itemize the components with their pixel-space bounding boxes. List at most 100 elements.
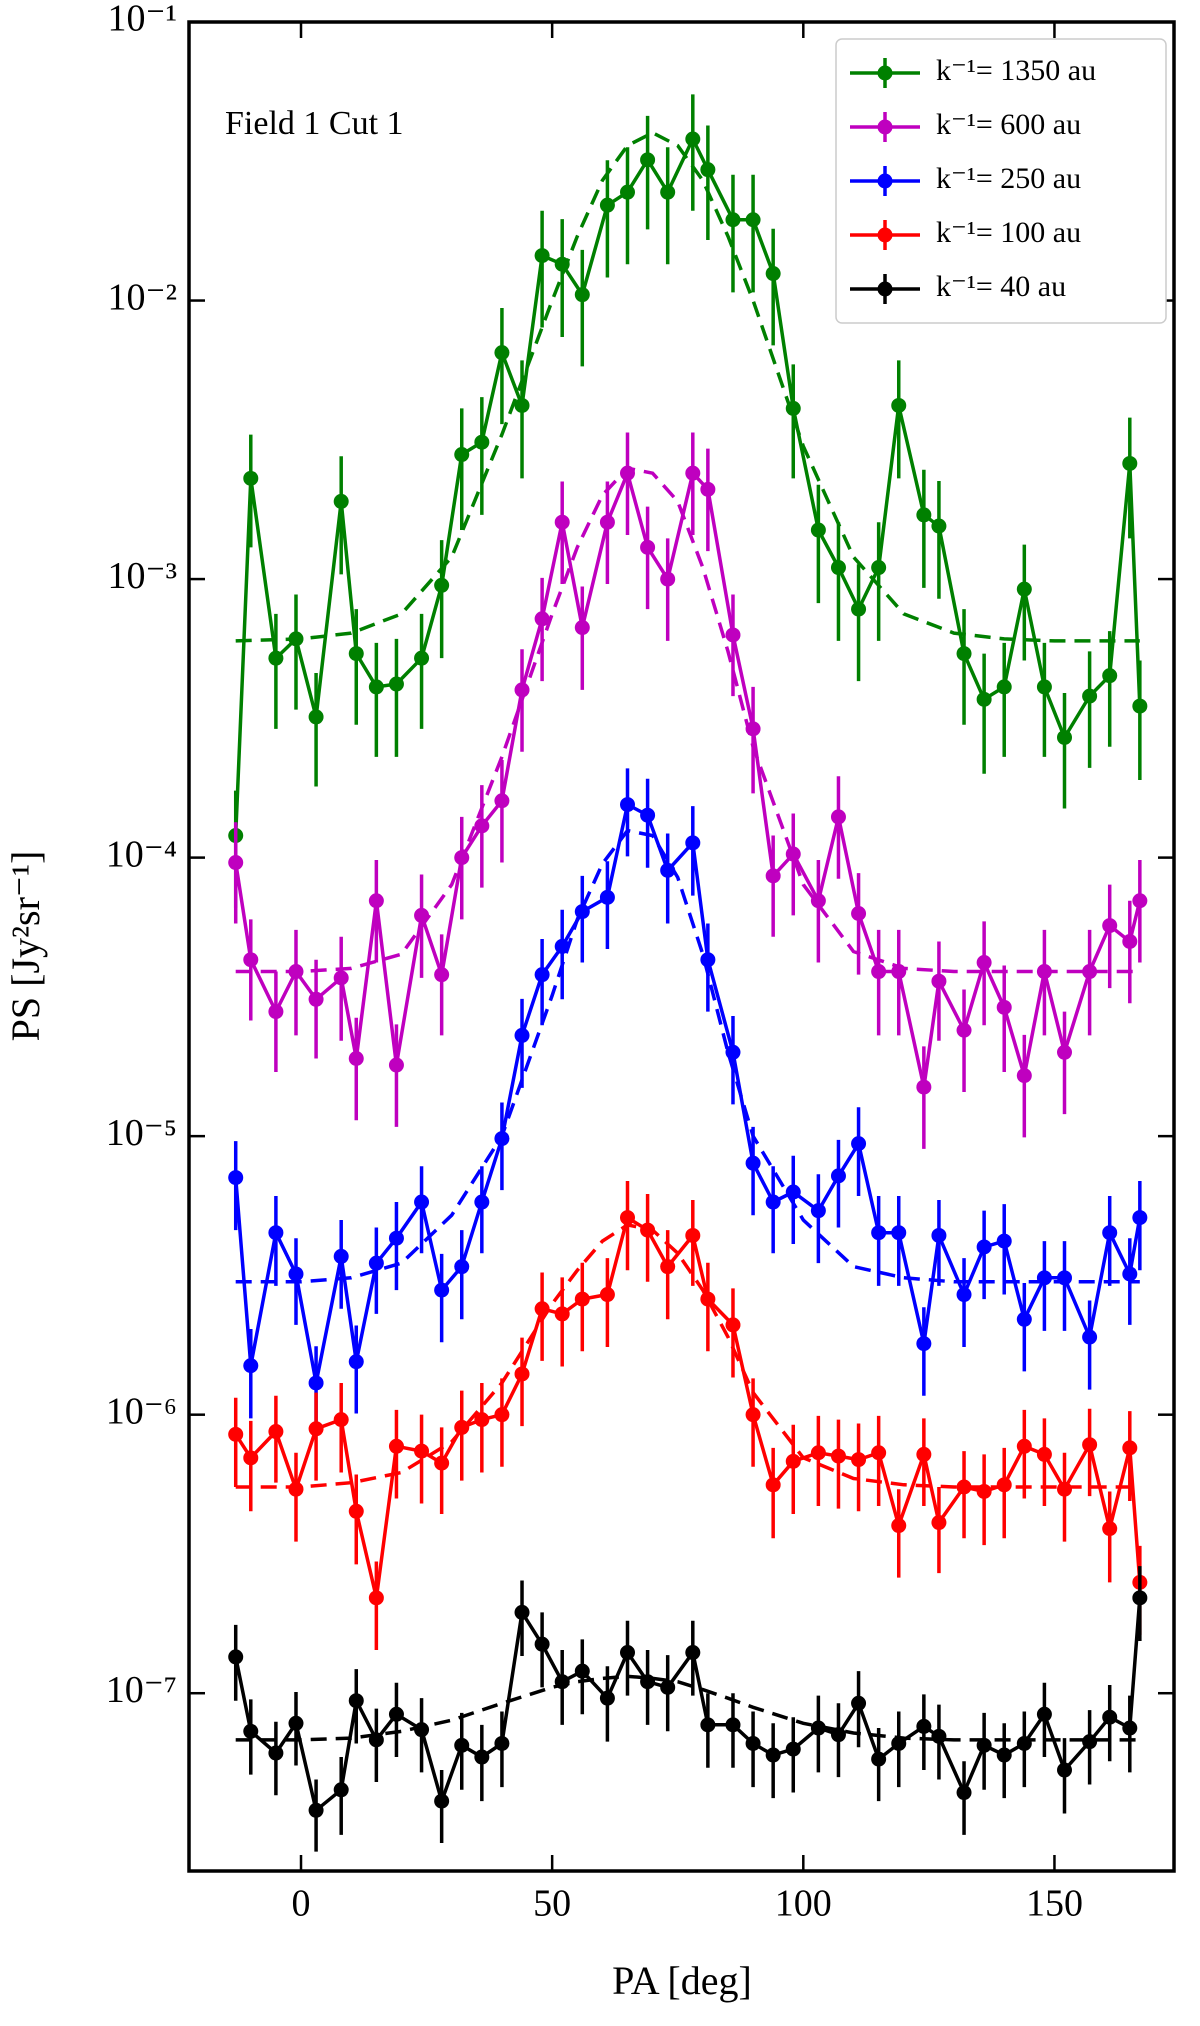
data-point [348,1051,364,1067]
data-point [725,1044,741,1060]
data-point [871,1225,887,1241]
data-point [388,676,404,692]
data-point [514,397,530,413]
data-point [268,1004,284,1020]
data-point [810,1445,826,1461]
data-point [333,1412,349,1428]
data-point [434,1455,450,1471]
x-tick-label: 150 [1026,1883,1083,1925]
data-point [1016,1311,1032,1327]
data-point [640,152,656,168]
data-point [599,514,615,530]
data-point [956,1287,972,1303]
data-point [765,868,781,884]
data-point [851,905,867,921]
data-point [745,1735,761,1751]
data-point [931,518,947,534]
data-point [494,793,510,809]
data-point [474,434,490,450]
data-point [1056,1270,1072,1286]
data-point [1016,1438,1032,1454]
data-point [725,212,741,228]
data-point [514,1604,530,1620]
data-point [620,797,636,813]
data-point [599,1287,615,1303]
x-axis-label: PA [deg] [612,1958,752,2003]
data-point [434,1282,450,1298]
data-point [554,938,570,954]
data-point [1082,964,1098,980]
data-point [414,650,430,666]
data-point [830,1168,846,1184]
data-point [1036,1446,1052,1462]
x-tick-label: 0 [292,1883,311,1925]
data-point [514,682,530,698]
data-point [956,1022,972,1038]
data-point [660,184,676,200]
data-point [916,1079,932,1095]
data-point [228,855,244,871]
data-point [599,889,615,905]
data-point [308,1421,324,1437]
data-point [660,1259,676,1275]
data-point [474,1194,490,1210]
data-point [494,1407,510,1423]
data-point [348,1354,364,1370]
data-point [685,1227,701,1243]
data-point [268,1225,284,1241]
data-point [599,1690,615,1706]
data-point [1016,581,1032,597]
legend-marker [877,281,893,297]
data-point [599,197,615,213]
data-point [851,1136,867,1152]
data-point [1082,1329,1098,1345]
data-point [700,481,716,497]
data-point [333,970,349,986]
series [228,768,1148,1436]
data-point [620,1645,636,1661]
data-point [474,1749,490,1765]
data-point [1016,1068,1032,1084]
data-point [1056,1044,1072,1060]
data-point [891,1735,907,1751]
data-point [1056,1762,1072,1778]
data-point [434,577,450,593]
data-point [785,400,801,416]
data-point [1122,1266,1138,1282]
data-point [308,709,324,725]
fit-line [235,130,1140,643]
data-point [368,1255,384,1271]
data-point [554,1306,570,1322]
data-point [454,447,470,463]
data-point [956,1479,972,1495]
data-point [931,1227,947,1243]
data-point [700,952,716,968]
data-point [494,1735,510,1751]
data-point [871,560,887,576]
fit-line [235,1674,1140,1742]
data-point [830,1727,846,1743]
fit-line [235,828,1140,1284]
data-point [851,1452,867,1468]
data-point [574,1663,590,1679]
data-point [1036,1270,1052,1286]
data-point [348,646,364,662]
y-tick-label: 10⁻⁴ [106,833,177,875]
data-point [851,1695,867,1711]
y-tick-label: 10⁻⁶ [106,1390,177,1432]
data-point [1122,1440,1138,1456]
legend-marker [877,119,893,135]
data-point [891,1225,907,1241]
data-point [725,1317,741,1333]
data-point [871,1751,887,1767]
data-point [243,470,259,486]
series [228,94,1148,908]
y-tick-label: 10⁻⁵ [106,1112,177,1154]
legend-marker [877,173,893,189]
data-point [810,522,826,538]
data-point [976,1239,992,1255]
data-point [1132,1590,1148,1606]
data-point [388,1706,404,1722]
data-point [574,1291,590,1307]
data-point [810,1720,826,1736]
